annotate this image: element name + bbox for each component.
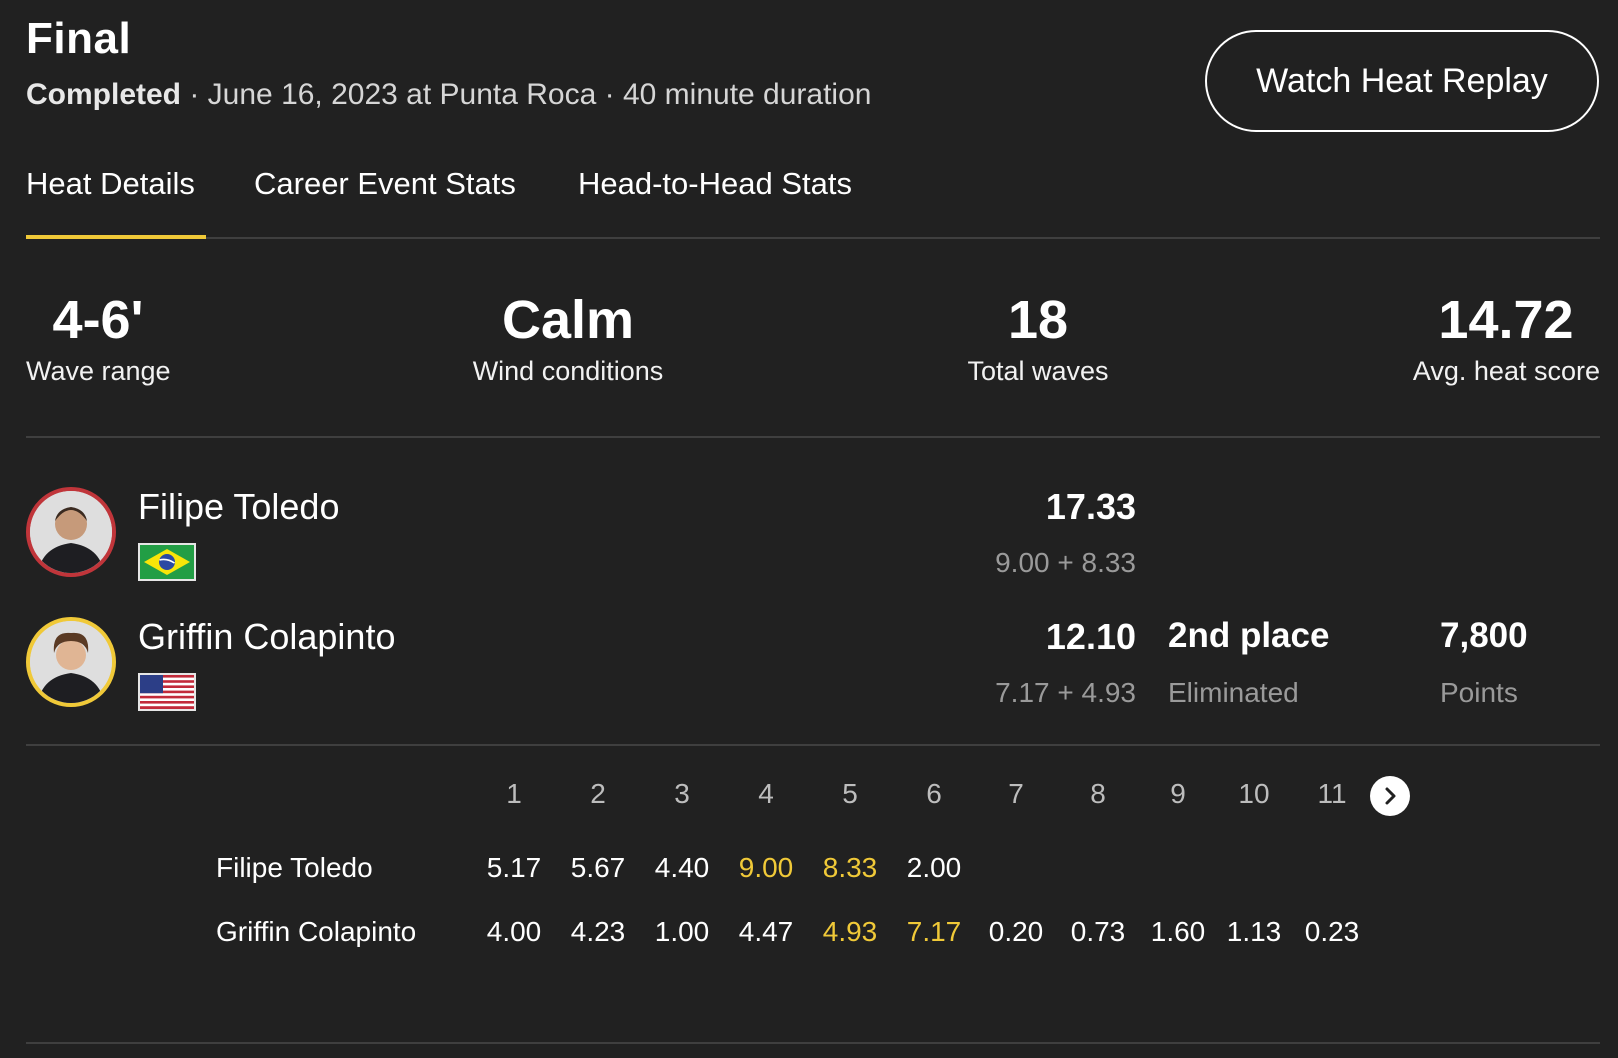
wave-number: 2 [590,778,606,809]
heat-status: Completed [26,78,182,111]
stat-wind-conditions: Calm Wind conditions [460,288,676,387]
wave-score-cell: 0.23 [1304,916,1360,947]
tab-head-to-head-stats[interactable]: Head-to-Head Stats [578,166,852,201]
stat-avg-heat-score: 14.72 Avg. heat score [1400,288,1600,387]
stat-value: 18 [1007,290,1069,350]
stat-wave-range: 4-6' Wave range [26,288,171,387]
wave-row-name: Filipe Toledo [216,852,373,883]
wave-score-cell: 8.33 [822,852,878,883]
avatar[interactable] [26,617,116,707]
wave-number: 1 [506,778,522,809]
wave-row-name: Griffin Colapinto [216,916,417,947]
surfer-points-label: Points [1440,677,1518,708]
stats-divider [26,436,1600,438]
wave-number: 11 [1317,778,1347,809]
stat-label: Total waves [967,356,1109,386]
stat-value: 4-6' [52,290,144,350]
wave-score-cell: 4.40 [654,852,710,883]
tab-career-event-stats[interactable]: Career Event Stats [254,166,516,201]
wave-number: 4 [758,778,774,809]
surfers-divider [26,744,1600,746]
wave-number: 7 [1008,778,1024,809]
stat-value: 14.72 [1438,290,1574,350]
stat-label: Avg. heat score [1412,356,1600,386]
chevron-right-icon [1385,787,1396,805]
wave-score-cell: 0.73 [1070,916,1126,947]
usa-flag-icon [138,673,196,711]
surfer-status: Eliminated [1168,677,1299,708]
tabs-divider [26,237,1600,239]
wave-number: 9 [1170,778,1186,809]
wave-number: 6 [926,778,942,809]
surfer-total-score: 12.10 [1045,616,1136,657]
avatar[interactable] [26,487,116,577]
stat-label: Wave range [26,356,171,386]
heat-subtitle: Completed · June 16, 2023 at Punta Roca … [26,78,871,112]
wave-score-cell: 5.17 [486,852,542,883]
surfer-score-breakdown: 9.00 + 8.33 [995,547,1136,578]
tab-heat-details[interactable]: Heat Details [26,166,195,201]
bottom-divider [26,1042,1600,1044]
wave-score-cell: 0.20 [988,916,1044,947]
wave-score-cell: 4.93 [822,916,878,947]
wave-score-cell: 4.00 [486,916,542,947]
wave-score-cell: 5.67 [570,852,626,883]
watch-heat-replay-button[interactable]: Watch Heat Replay [1205,30,1599,132]
brazil-flag-icon [138,543,196,581]
active-tab-indicator [26,235,206,239]
wave-number: 10 [1238,778,1270,809]
wave-score-cell: 1.13 [1226,916,1282,947]
wave-score-cell: 4.23 [570,916,626,947]
surfer-place: 2nd place [1168,616,1330,655]
surfer-total-score: 17.33 [1045,486,1136,527]
heat-details: · June 16, 2023 at Punta Roca · 40 minut… [181,78,872,111]
wave-score-cell: 4.47 [738,916,794,947]
wave-number: 3 [674,778,690,809]
wave-score-cell: 1.60 [1150,916,1206,947]
stat-total-waves: 18 Total waves [940,288,1136,387]
surfer-score-breakdown: 7.17 + 4.93 [995,677,1136,708]
surfer-points: 7,800 [1440,616,1528,655]
surfer-name[interactable]: Griffin Colapinto [138,616,396,657]
wave-number: 5 [842,778,858,809]
wave-score-cell: 1.00 [654,916,710,947]
person-icon [30,491,112,573]
wave-score-cell: 2.00 [906,852,962,883]
surfer-name[interactable]: Filipe Toledo [138,486,340,527]
person-icon [30,621,112,703]
wave-score-cell: 7.17 [906,916,962,947]
wave-score-cell: 9.00 [738,852,794,883]
stat-value: Calm [501,290,635,350]
stat-label: Wind conditions [472,356,664,386]
wave-number: 8 [1090,778,1106,809]
heat-title: Final [26,14,132,63]
next-waves-button[interactable] [1370,776,1410,816]
